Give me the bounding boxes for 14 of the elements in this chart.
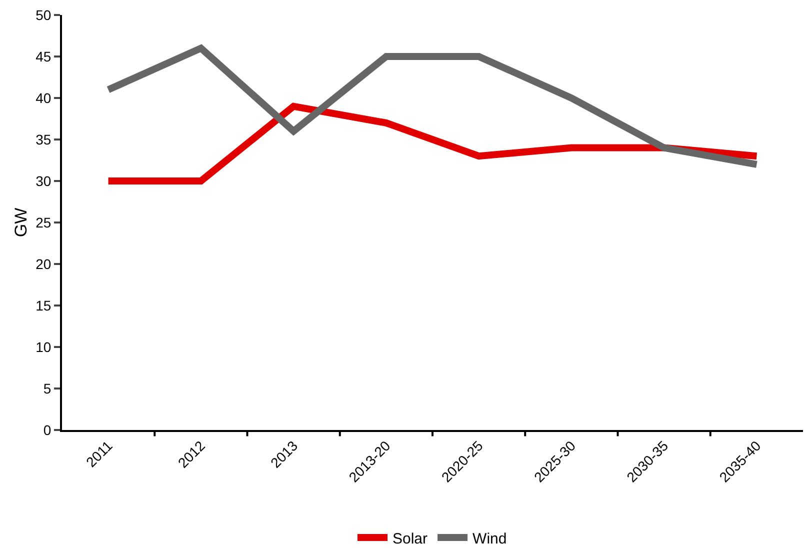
y-axis-title: GW <box>12 208 31 238</box>
legend-label: Solar <box>392 530 428 548</box>
y-tick-label: 0 <box>43 422 52 438</box>
y-tick-label: 10 <box>36 338 52 355</box>
y-tick-label: 15 <box>36 297 52 314</box>
y-tick-label: 50 <box>36 6 52 23</box>
legend-label: Wind <box>472 530 507 548</box>
y-tick-label: 35 <box>36 131 52 148</box>
y-tick-label: 40 <box>36 90 52 106</box>
y-tick-label: 30 <box>36 172 52 189</box>
y-tick-label: 45 <box>36 48 52 64</box>
y-tick-label: 20 <box>36 256 52 272</box>
y-tick-label: 25 <box>36 214 52 230</box>
y-tick-label: 5 <box>43 380 52 396</box>
